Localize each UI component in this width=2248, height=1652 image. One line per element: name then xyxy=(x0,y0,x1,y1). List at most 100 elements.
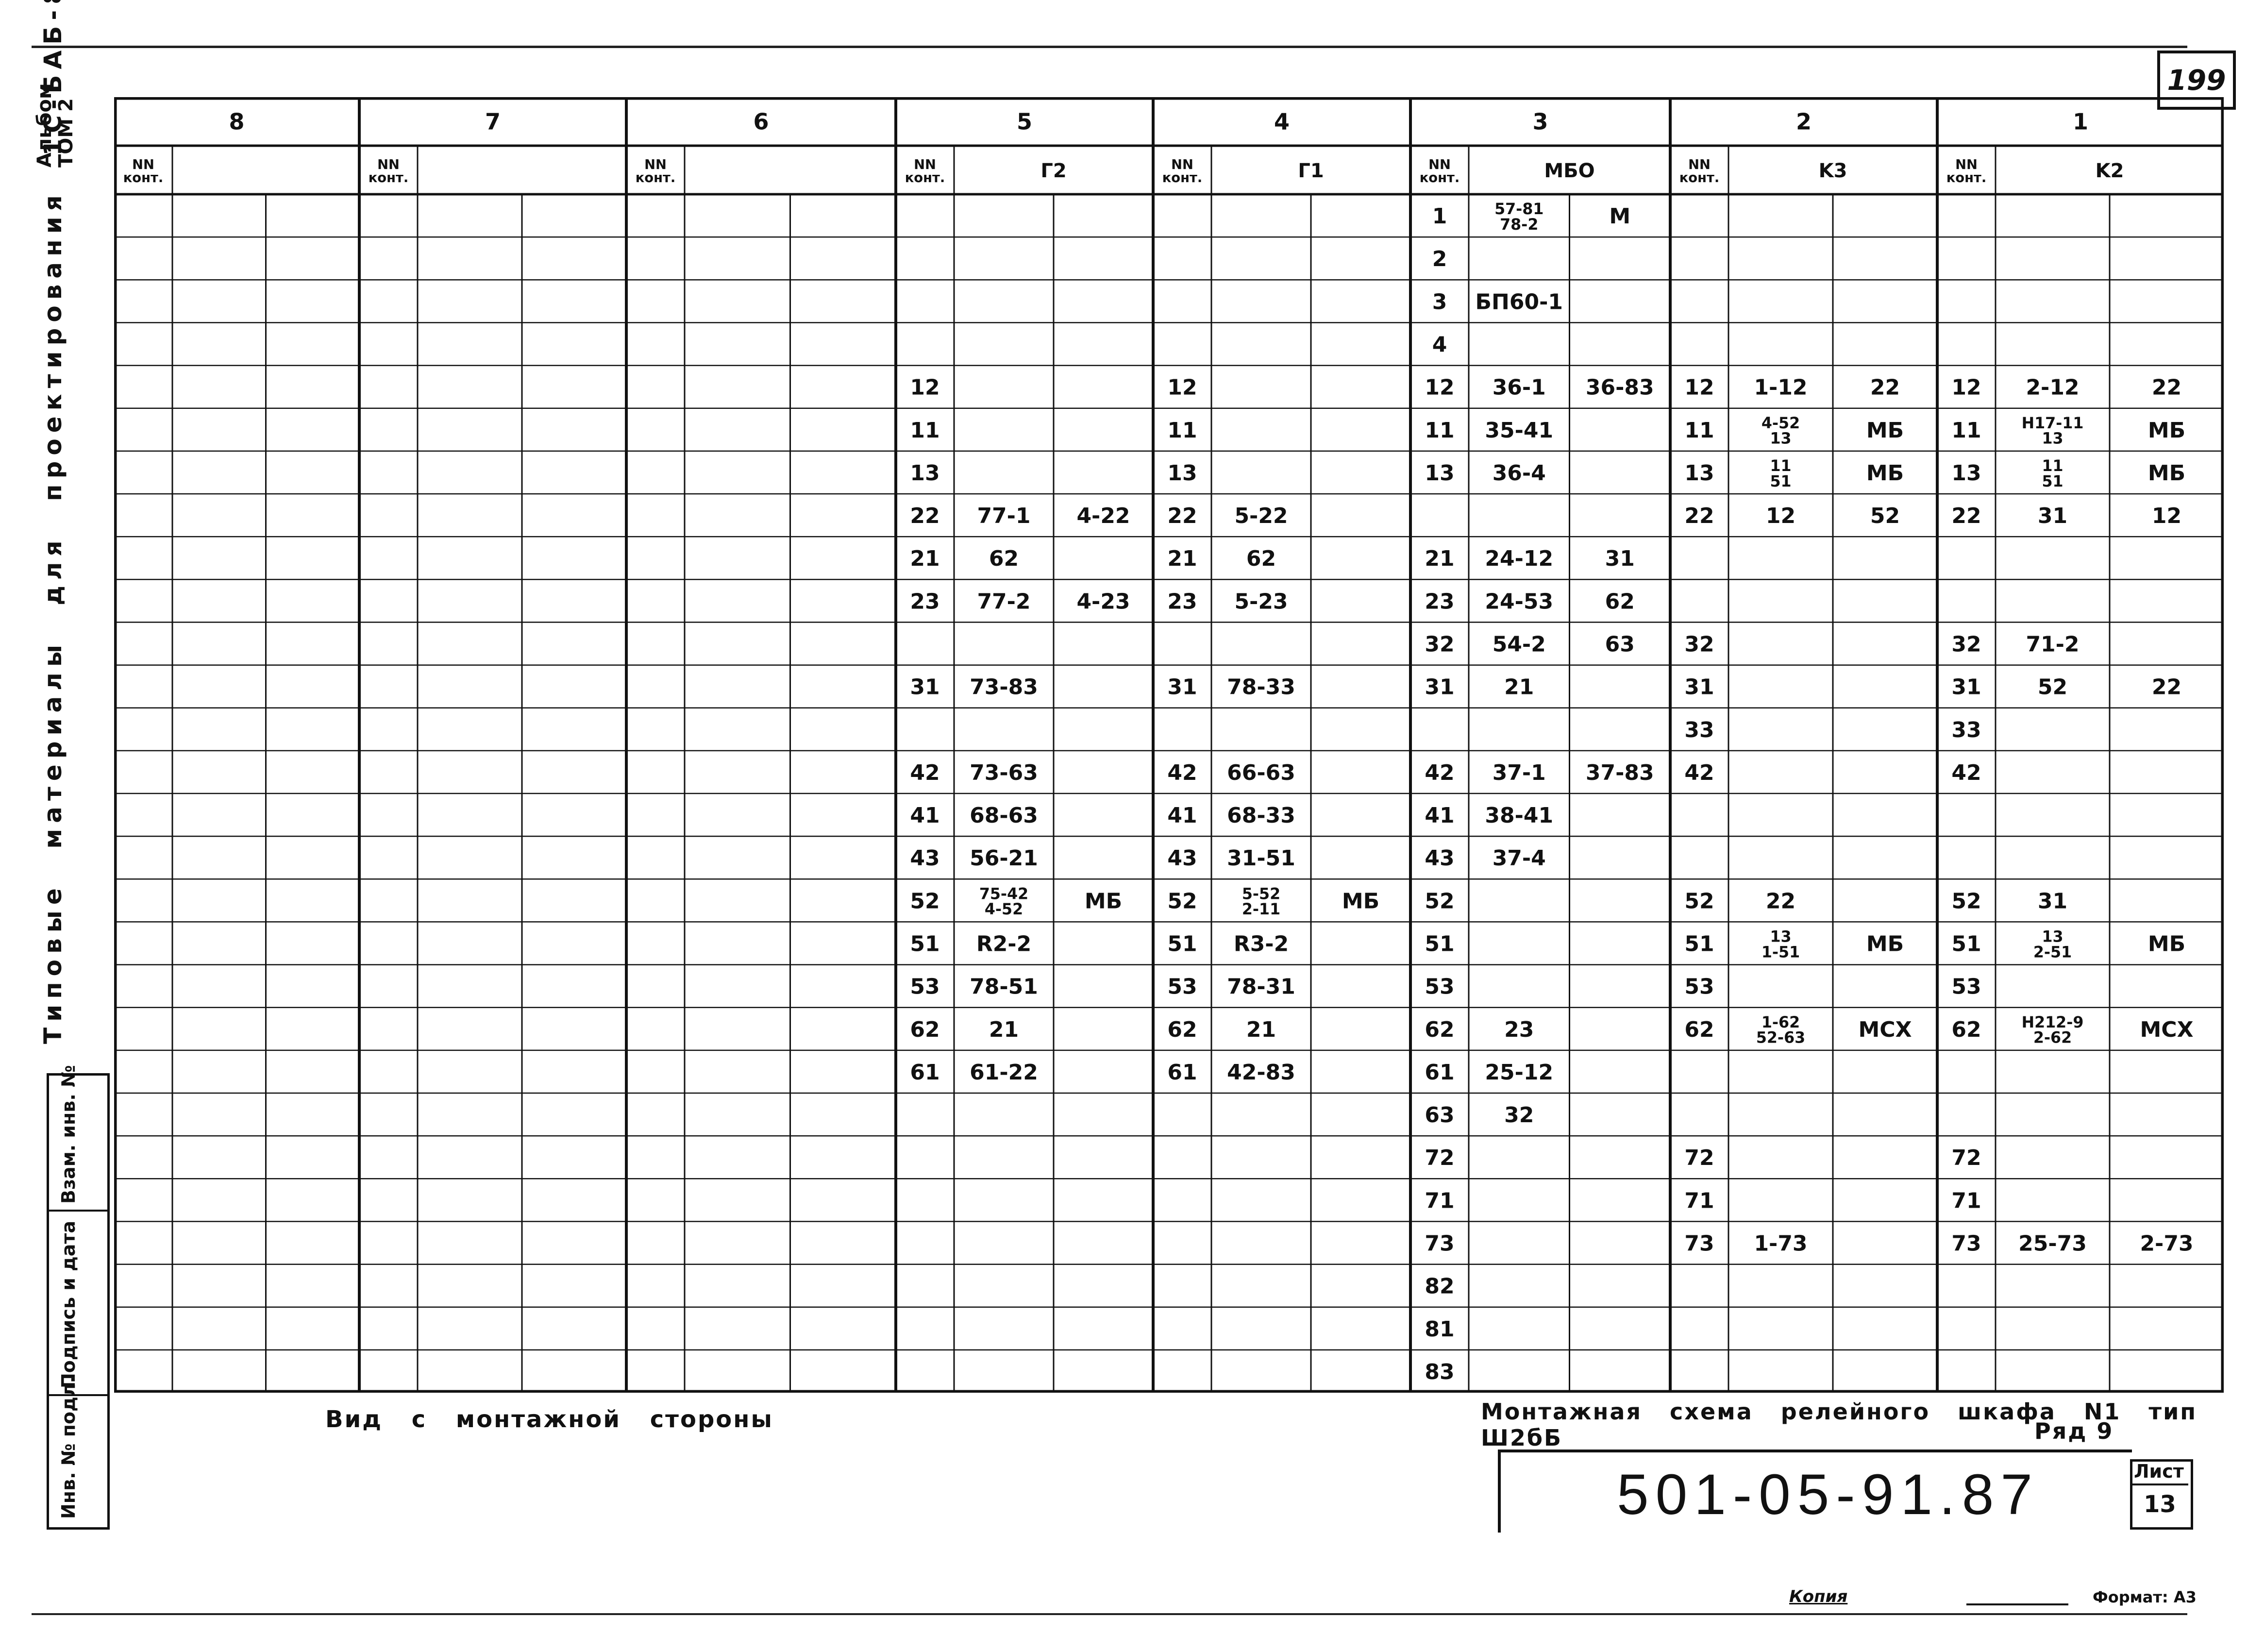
vertical-series-title: Типовые материалы для проектирования 1С-… xyxy=(39,0,67,1044)
wire-ref: МБ xyxy=(2148,418,2185,443)
wire-ref: 1-62 52-63 xyxy=(1756,1014,1805,1047)
wire-ref: 54-2 xyxy=(1493,632,1546,657)
wire-ref: 57-81 78-2 xyxy=(1494,201,1543,234)
contact-number: 11 xyxy=(910,418,939,443)
contact-number: 42 xyxy=(1167,760,1197,785)
wire-ref: 13 1-51 xyxy=(1761,928,1800,961)
wire-ref: 78-33 xyxy=(1227,675,1295,700)
frame-top-line xyxy=(32,46,2187,48)
contact-number: 62 xyxy=(1684,1017,1714,1042)
wire-ref: 37-4 xyxy=(1493,846,1546,871)
contact-number: 41 xyxy=(910,803,939,828)
contact-number: 53 xyxy=(1167,975,1197,999)
contact-number: 43 xyxy=(910,846,939,871)
contact-number: 42 xyxy=(1684,760,1714,785)
contact-number: 23 xyxy=(1167,589,1197,614)
contact-number: 42 xyxy=(910,760,939,785)
contact-number: 63 xyxy=(1425,1103,1454,1128)
contact-number: 51 xyxy=(1951,932,1981,957)
wire-ref: 62 xyxy=(989,546,1019,571)
sheet-number: 13 xyxy=(2144,1491,2176,1518)
wire-ref: Н212-9 2-62 xyxy=(2022,1014,2084,1047)
wire-ref: 4-23 xyxy=(1076,589,1130,614)
wire-ref: 12 xyxy=(2152,504,2181,528)
contact-number: 53 xyxy=(910,975,939,999)
contact-number: 62 xyxy=(1425,1017,1454,1042)
table-border xyxy=(113,96,2225,1394)
wire-ref: 4-22 xyxy=(1076,504,1130,528)
wire-ref: МСХ xyxy=(1859,1017,1912,1042)
device-header: Г2 xyxy=(1040,160,1066,182)
doc-number-box xyxy=(1498,1450,2132,1533)
wire-ref: 31 xyxy=(2038,889,2067,913)
contact-number: 2 xyxy=(1432,247,1447,271)
wire-ref: 77-1 xyxy=(977,504,1030,528)
wire-ref: R2-2 xyxy=(976,932,1031,957)
column-number: 7 xyxy=(485,109,501,135)
wire-ref: 42-83 xyxy=(1227,1060,1295,1085)
wire-ref: 13 2-51 xyxy=(2033,928,2072,961)
wire-ref: 5-22 xyxy=(1234,504,1288,528)
wire-ref: 22 xyxy=(1870,375,1900,400)
contact-number: 12 xyxy=(1425,375,1454,400)
contact-number: 52 xyxy=(1425,889,1454,913)
contact-number: 43 xyxy=(1425,846,1454,871)
contact-number: 32 xyxy=(1425,632,1454,657)
nn-header: NN конт. xyxy=(1162,157,1203,185)
wire-ref: 61-22 xyxy=(970,1060,1038,1085)
wire-ref: МСХ xyxy=(2140,1017,2194,1042)
wire-ref: 25-12 xyxy=(1485,1060,1553,1085)
wire-ref: 1-12 xyxy=(1754,375,1807,400)
contact-number: 82 xyxy=(1425,1274,1454,1299)
copy-signature-line xyxy=(1966,1603,2068,1605)
wire-ref: 35-41 xyxy=(1485,418,1553,443)
wire-ref: 24-12 xyxy=(1485,546,1553,571)
wire-ref: 24-53 xyxy=(1485,589,1553,614)
contact-number: 31 xyxy=(1167,675,1197,700)
contact-number: 81 xyxy=(1425,1317,1454,1342)
sheet-box xyxy=(2130,1459,2193,1530)
contact-number: 73 xyxy=(1684,1231,1714,1256)
wire-ref: 62 xyxy=(1246,546,1276,571)
contact-number: 41 xyxy=(1425,803,1454,828)
wire-ref: 73-83 xyxy=(970,675,1038,700)
contact-number: 22 xyxy=(1167,504,1197,528)
copy-label: Копия xyxy=(1789,1587,1848,1606)
wire-ref: 52 xyxy=(1870,504,1900,528)
wire-ref: 25-73 xyxy=(2018,1231,2087,1256)
wire-ref: 21 xyxy=(989,1017,1019,1042)
wire-ref: МБ xyxy=(1085,889,1122,913)
wire-ref: 2-73 xyxy=(2140,1231,2193,1256)
nn-header: NN конт. xyxy=(1420,157,1460,185)
wire-ref: 56-21 xyxy=(970,846,1038,871)
contact-number: 53 xyxy=(1425,975,1454,999)
contact-number: 51 xyxy=(1167,932,1197,957)
wire-ref: 23 xyxy=(1504,1017,1534,1042)
wire-ref: 73-63 xyxy=(970,760,1038,785)
wiring-table-svg: 8 NN конт. 7 NN конт. 6 NN конт. 5 NN конт. Г2 4 NN кон… xyxy=(113,96,2225,1394)
contact-number: 33 xyxy=(1951,718,1981,742)
stamp-label: Инв. № подл. xyxy=(58,1376,79,1519)
contact-number: 11 xyxy=(1167,418,1197,443)
wire-ref: 31 xyxy=(2038,504,2067,528)
contact-number: 31 xyxy=(1425,675,1454,700)
drawing-title: Монтажная схема релейного шкафа N1 тип Ш… xyxy=(1481,1399,2198,1451)
wire-ref: 37-83 xyxy=(1586,760,1654,785)
wire-ref: 71-2 xyxy=(2026,632,2079,657)
wire-ref: 21 xyxy=(1504,675,1534,700)
contact-number: 31 xyxy=(1951,675,1981,700)
wire-ref: 22 xyxy=(2152,375,2181,400)
contact-number: 11 xyxy=(1425,418,1454,443)
contact-number: 62 xyxy=(910,1017,939,1042)
sheet-page-number: 199 xyxy=(2157,51,2236,110)
column-number: 4 xyxy=(1274,109,1290,135)
wire-ref: 38-41 xyxy=(1485,803,1553,828)
wire-ref: М xyxy=(1609,204,1630,229)
wire-ref: 37-1 xyxy=(1493,760,1546,785)
device-header: K2 xyxy=(2096,160,2124,182)
contact-number: 12 xyxy=(910,375,939,400)
view-label: Вид с монтажной стороны xyxy=(325,1406,773,1433)
wire-ref: 77-2 xyxy=(977,589,1030,614)
contact-number: 31 xyxy=(910,675,939,700)
device-header: Г1 xyxy=(1298,160,1324,182)
